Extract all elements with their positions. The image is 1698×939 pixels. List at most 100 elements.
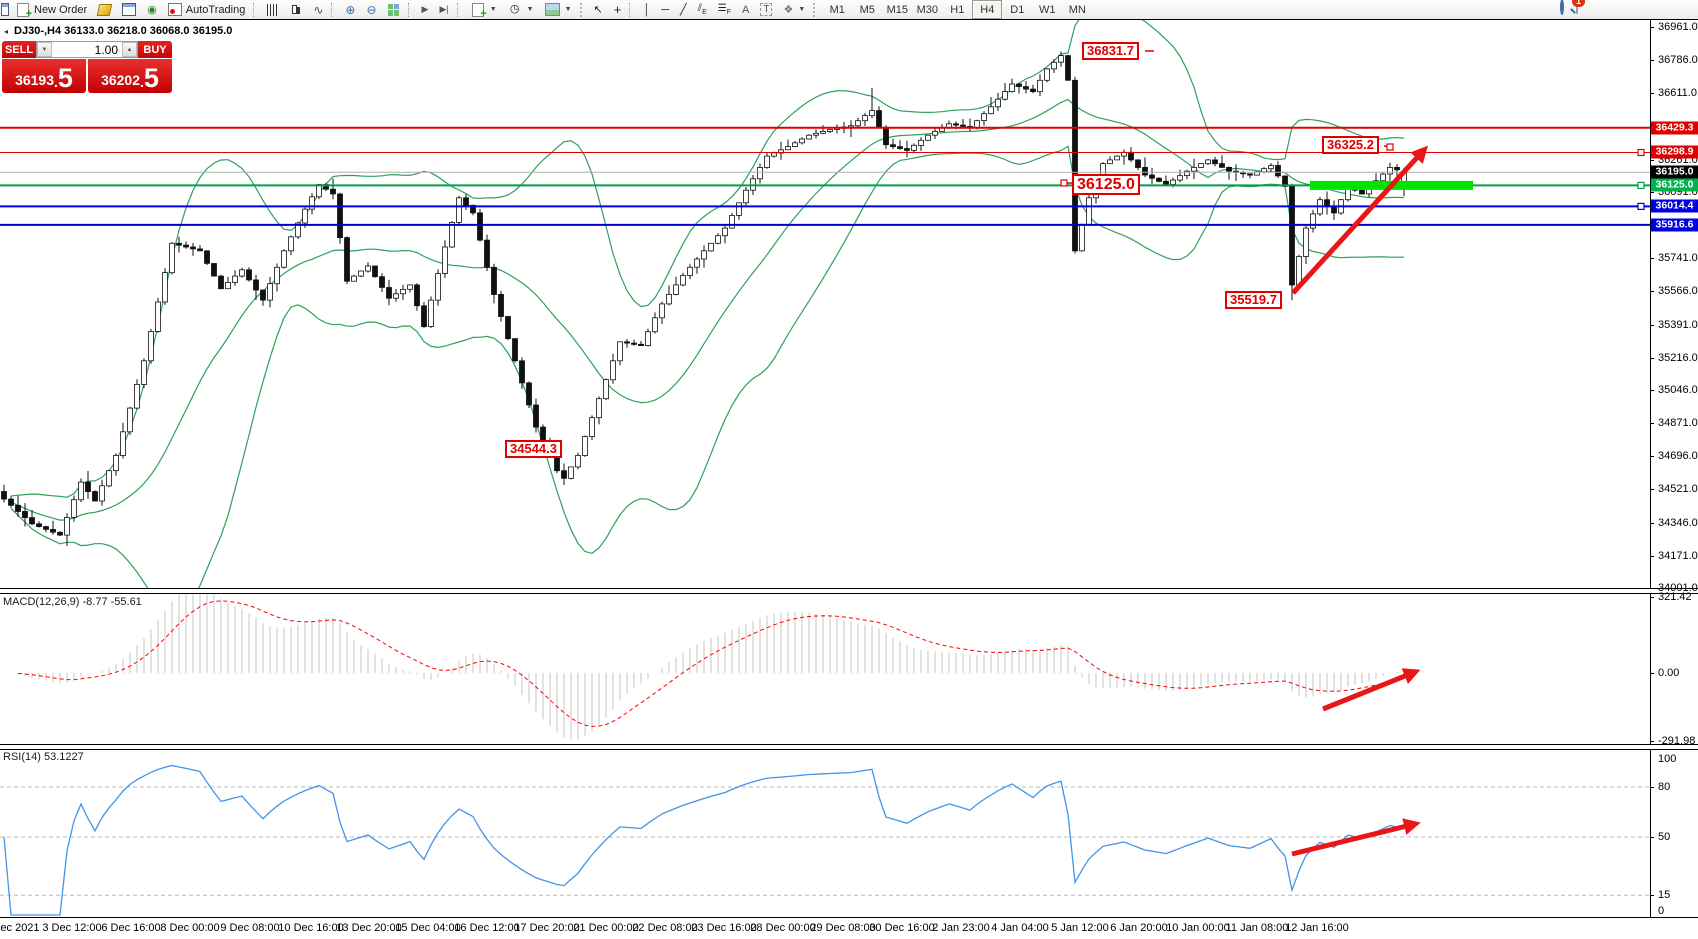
hline-handle[interactable] [1637, 148, 1645, 157]
timeframe-h4[interactable]: H4 [972, 0, 1003, 19]
arrows-tool-dropdown[interactable]: ❖ ▼ [778, 0, 810, 19]
timeframe-m5[interactable]: M5 [859, 3, 875, 16]
crosshair-tool-button[interactable]: + [609, 0, 627, 19]
chart-title: ◂ DJ30-,H4 36133.0 36218.0 36068.0 36195… [4, 25, 232, 37]
price-callout-35519.7[interactable]: 35519.7 [1225, 291, 1282, 309]
price-callout-36125.0[interactable]: 36125.0 [1072, 174, 1140, 195]
hline-handle[interactable] [1637, 202, 1645, 210]
macd-separator[interactable] [0, 588, 1698, 594]
price-callout-34544.3[interactable]: 34544.3 [505, 440, 562, 458]
time-label: 8 Dec 00:00 [160, 922, 220, 934]
zoom-out-icon: ⊖ [366, 2, 377, 17]
autotrading-button[interactable]: AutoTrading [163, 0, 251, 19]
fibonacci-tool[interactable]: ☰F [713, 0, 736, 19]
sell-button[interactable]: SELL [2, 41, 36, 58]
time-label: 15 Dec 04:00 [395, 922, 461, 934]
sell-price[interactable]: 36193. 5 [2, 59, 86, 93]
timeframe-m1[interactable]: M1 [829, 3, 845, 16]
toolbar-separator [253, 2, 259, 17]
tile-windows-button[interactable] [383, 0, 405, 19]
price-tick [1650, 456, 1654, 457]
toolbar-grip [579, 2, 586, 17]
chart-shift-button[interactable]: ▶| [434, 0, 453, 19]
time-label: 12 Jan 16:00 [1285, 922, 1349, 934]
text-label-tool[interactable]: T [755, 0, 777, 19]
timeframe-w1[interactable]: W1 [1039, 3, 1056, 16]
price-level-badge: 35916.6 [1651, 218, 1698, 232]
time-label: 10 Dec 16:00 [278, 922, 344, 934]
main-chart-layer[interactable] [0, 11, 1650, 619]
macd-signal-line [17, 600, 1405, 727]
fibonacci-icon: ☰F [717, 3, 732, 16]
chat-bubble-icon [1576, 0, 1578, 14]
new-order-icon [16, 2, 32, 20]
trend-arrow-3[interactable] [1291, 818, 1421, 857]
timeframe-m30[interactable]: M30 [916, 3, 938, 16]
text-label-icon: T [760, 3, 773, 16]
callout-handle[interactable] [1386, 143, 1394, 151]
timeframe-d1[interactable]: D1 [1010, 3, 1025, 16]
rsi-separator[interactable] [0, 744, 1698, 750]
timeframe-h1[interactable]: H1 [950, 3, 965, 16]
time-label: 6 Jan 20:00 [1110, 922, 1168, 934]
new-chart-icon [471, 2, 487, 20]
candlestick-chart-button[interactable] [285, 0, 307, 19]
rsi-scale-tick [1650, 895, 1654, 896]
bar-chart-button[interactable] [262, 0, 284, 19]
buy-button[interactable]: BUY [138, 41, 172, 58]
chart-title-text: DJ30-,H4 36133.0 36218.0 36068.0 36195.0 [14, 25, 233, 37]
autotrading-icon [167, 3, 182, 16]
toolbar-separator [456, 2, 463, 17]
trendline-tool[interactable]: ╱ [675, 0, 692, 19]
trend-arrow-1[interactable] [1291, 145, 1429, 295]
toolbar-separator [331, 2, 337, 17]
channel-icon: ⫽E [697, 3, 707, 16]
zoom-out-button[interactable]: ⊖ [361, 0, 381, 19]
clipped-window-icon[interactable] [0, 0, 10, 19]
notifications-button[interactable]: 1 [1572, 0, 1585, 14]
auto-scroll-button[interactable]: ▶ [417, 0, 434, 19]
equidistant-channel-tool[interactable]: ⫽E [693, 0, 712, 19]
price-axis-border [1650, 20, 1651, 917]
volume-increase-button[interactable]: ▲ [122, 42, 137, 57]
price-tick-label: 35216.0 [1658, 352, 1698, 364]
price-tick-label: 35046.0 [1658, 384, 1698, 396]
toolbar: New Order ◉ AutoTrading ∿ ⊕ ⊖ ▶ ▶| ▼ ◷▼ … [0, 0, 1698, 20]
buy-price[interactable]: 36202. 5 [88, 59, 172, 93]
line-chart-button[interactable]: ∿ [308, 0, 328, 19]
price-callout-36831.7[interactable]: 36831.7 [1082, 42, 1139, 60]
vertical-line-tool[interactable]: │ [638, 0, 655, 19]
timeframe-m15[interactable]: M15 [886, 3, 908, 16]
indicators-dropdown[interactable]: ▼ [540, 0, 577, 19]
macd-layer[interactable] [17, 594, 1405, 740]
new-order-button[interactable]: New Order [11, 0, 92, 20]
timeframe-mn[interactable]: MN [1068, 3, 1086, 16]
period-dropdown[interactable]: ◷ ▼ [503, 0, 539, 19]
rsi-scale-label: 0 [1658, 905, 1665, 917]
price-tick [1650, 93, 1654, 94]
sound-button[interactable]: ◉ [142, 0, 162, 19]
tile-windows-icon [387, 3, 400, 16]
price-tick-label: 34696.0 [1658, 450, 1698, 462]
volume-decrease-button[interactable]: ▼ [37, 42, 52, 57]
cursor-tool-button[interactable]: ↖ [589, 0, 608, 19]
rsi-layer[interactable] [0, 764, 1650, 916]
callout-handle[interactable] [1060, 179, 1068, 187]
time-label: 22 Dec 08:00 [632, 922, 698, 934]
new-chart-dropdown[interactable]: ▼ [466, 0, 502, 20]
horizontal-line-tool[interactable]: ─ [656, 0, 674, 19]
hline-handle[interactable] [1637, 181, 1645, 189]
volume-input[interactable] [52, 42, 122, 57]
price-tick [1650, 192, 1654, 193]
time-label: 13 Dec 20:00 [336, 922, 402, 934]
data-window-button[interactable] [117, 0, 141, 19]
trend-arrow-2[interactable] [1322, 668, 1421, 712]
text-tool[interactable]: A [737, 0, 754, 19]
price-callout-36325.2[interactable]: 36325.2 [1322, 136, 1379, 154]
rsi-scale-label: 15 [1658, 889, 1671, 901]
zoom-in-button[interactable]: ⊕ [340, 0, 360, 19]
toolbar-separator [629, 2, 635, 17]
time-label: 2 Jan 23:00 [932, 922, 990, 934]
